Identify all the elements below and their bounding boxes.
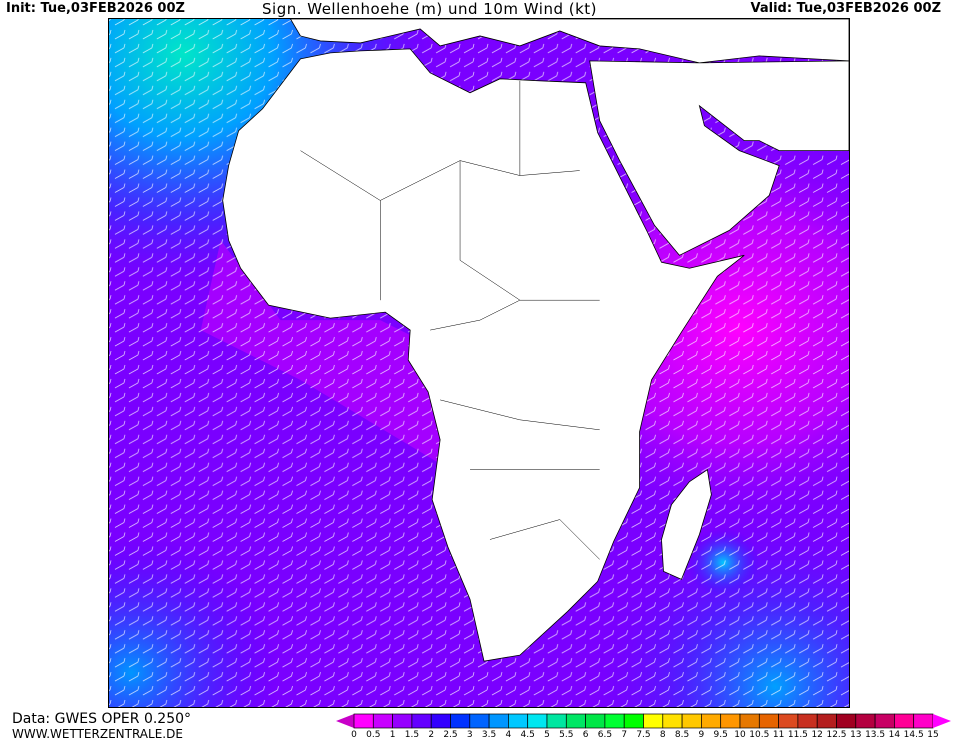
legend-label: 0.5 xyxy=(366,730,381,740)
legend-swatch xyxy=(488,713,509,729)
legend-label: 14 xyxy=(888,730,901,740)
init-time: Init: Tue,03FEB2026 00Z xyxy=(6,1,185,16)
legend-swatch xyxy=(855,713,876,729)
legend-over-arrow xyxy=(933,714,951,728)
legend-swatch xyxy=(392,713,413,729)
legend-label: 9.5 xyxy=(713,730,728,740)
legend-label: 10.5 xyxy=(749,730,770,740)
legend-label: 1.5 xyxy=(404,730,420,740)
legend-label: 12.5 xyxy=(826,730,847,740)
country-borders xyxy=(300,80,600,560)
legend-swatch xyxy=(836,713,857,729)
legend-label: 9 xyxy=(698,730,705,740)
legend-label: 5.5 xyxy=(559,730,574,740)
legend-swatch xyxy=(411,713,432,729)
legend-label: 14.5 xyxy=(903,730,924,740)
legend-label: 7 xyxy=(621,730,628,740)
legend-label: 13.5 xyxy=(865,730,886,740)
legend-swatch xyxy=(372,713,393,729)
legend-swatch xyxy=(469,713,490,729)
legend-label: 15 xyxy=(927,730,939,740)
legend-label: 2.5 xyxy=(443,730,458,740)
legend-label: 4.5 xyxy=(520,730,535,740)
legend-swatch xyxy=(778,713,799,729)
legend-swatch xyxy=(604,713,625,729)
legend-label: 8 xyxy=(659,730,666,740)
legend-label: 6.5 xyxy=(597,730,613,740)
legend-swatch xyxy=(739,713,760,729)
legend-label: 6 xyxy=(582,730,589,740)
legend-swatch xyxy=(430,713,451,729)
legend-bar xyxy=(336,713,951,729)
madagascar-landmass xyxy=(661,469,712,580)
legend-swatch xyxy=(546,713,567,729)
color-legend: 0 0.5 1 1.5 2 2.5 3 3.5 4 4.5 5 5.5 6 6.5 7 7.5 8 8.5 9 9.5… xyxy=(336,713,958,741)
legend-swatch xyxy=(681,713,702,729)
legend-swatch xyxy=(623,713,644,729)
legend-label: 4 xyxy=(505,730,512,740)
africa-landmass xyxy=(222,48,745,662)
legend-label: 1 xyxy=(389,730,396,740)
legend-swatch xyxy=(797,713,818,729)
legend-swatch xyxy=(585,713,606,729)
legend-swatch xyxy=(450,713,471,729)
legend-swatch xyxy=(720,713,741,729)
legend-swatch xyxy=(894,713,915,729)
legend-label: 3 xyxy=(466,730,473,740)
legend-swatch xyxy=(508,713,529,729)
legend-swatch xyxy=(643,713,664,729)
legend-label: 12 xyxy=(811,730,823,740)
legend-label: 7.5 xyxy=(636,730,651,740)
website: WWW.WETTERZENTRALE.DE xyxy=(12,727,183,741)
europe-landmass xyxy=(290,19,849,64)
legend-under-arrow xyxy=(336,714,354,728)
wave-height-map xyxy=(108,18,850,708)
legend-label: 11.5 xyxy=(787,730,808,740)
legend-swatch xyxy=(758,713,779,729)
legend-swatch xyxy=(874,713,895,729)
legend-label: 5 xyxy=(544,730,550,740)
legend-swatch xyxy=(816,713,837,729)
map-title: Sign. Wellenhoehe (m) und 10m Wind (kt) xyxy=(262,0,598,18)
legend-swatch xyxy=(662,713,683,729)
valid-time: Valid: Tue,03FEB2026 00Z xyxy=(750,1,942,16)
legend-label: 10 xyxy=(734,730,746,740)
legend-swatch xyxy=(565,713,586,729)
legend-label: 13 xyxy=(850,730,862,740)
arabia-landmass xyxy=(589,60,849,256)
legend-label: 0 xyxy=(351,730,357,740)
legend-swatch xyxy=(701,713,722,729)
legend-label: 8.5 xyxy=(674,730,690,740)
data-source: Data: GWES OPER 0.250° xyxy=(12,711,192,727)
legend-swatch xyxy=(353,713,374,729)
legend-label: 3.5 xyxy=(481,730,497,740)
legend-swatch xyxy=(527,713,548,729)
legend-label: 2 xyxy=(428,730,435,740)
legend-label: 11 xyxy=(772,730,785,740)
legend-swatch xyxy=(913,713,934,729)
